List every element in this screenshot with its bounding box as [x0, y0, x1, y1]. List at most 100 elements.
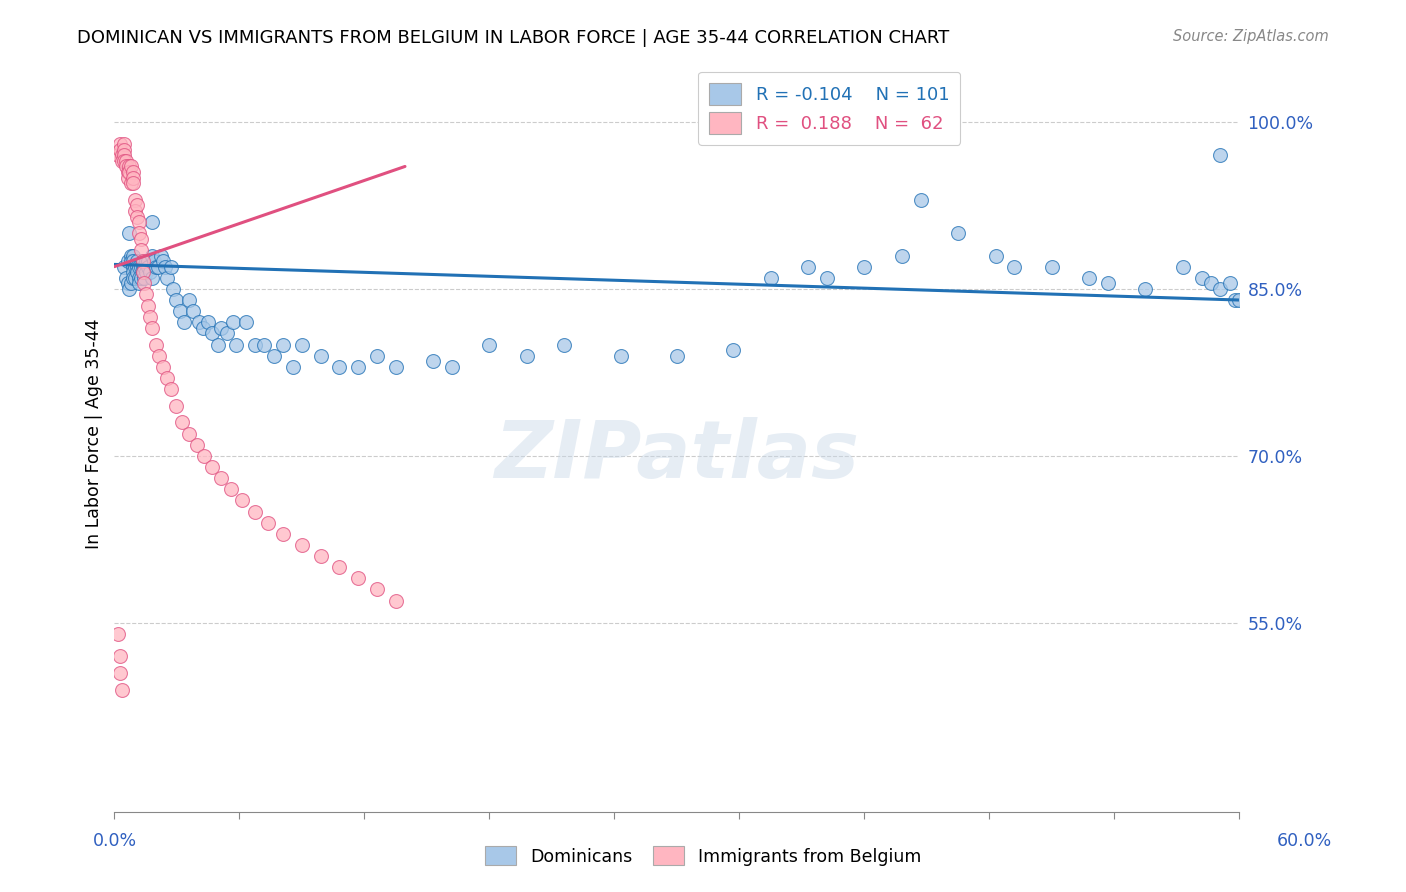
Point	[150, 248, 173, 262]
Point	[117, 277, 139, 291]
Point	[209, 321, 232, 335]
Text: ZIPatlas: ZIPatlas	[495, 417, 859, 495]
Point	[139, 265, 162, 279]
Point	[890, 248, 912, 262]
Point	[384, 593, 406, 607]
Point	[759, 270, 782, 285]
Point	[173, 315, 195, 329]
Point	[910, 193, 932, 207]
Point	[120, 254, 142, 268]
Point	[136, 254, 159, 268]
Point	[156, 371, 179, 385]
Point	[118, 165, 141, 179]
Point	[231, 493, 253, 508]
Point	[131, 265, 153, 279]
Point	[1078, 270, 1101, 285]
Point	[197, 315, 219, 329]
Point	[122, 260, 145, 274]
Point	[984, 248, 1007, 262]
Point	[1209, 148, 1232, 162]
Point	[135, 254, 157, 268]
Point	[1199, 277, 1222, 291]
Point	[165, 399, 187, 413]
Point	[134, 270, 156, 285]
Point	[145, 260, 167, 274]
Point	[117, 170, 139, 185]
Point	[111, 682, 134, 697]
Point	[170, 416, 193, 430]
Point	[118, 160, 141, 174]
Point	[291, 538, 314, 552]
Point	[124, 193, 146, 207]
Point	[124, 270, 146, 285]
Point	[186, 438, 208, 452]
Point	[263, 349, 285, 363]
Point	[209, 471, 232, 485]
Point	[112, 148, 135, 162]
Point	[134, 277, 156, 291]
Point	[179, 426, 201, 441]
Point	[125, 260, 148, 274]
Point	[328, 359, 350, 374]
Point	[153, 260, 176, 274]
Point	[309, 349, 332, 363]
Point	[141, 248, 163, 262]
Point	[112, 143, 135, 157]
Point	[797, 260, 820, 274]
Point	[309, 549, 332, 563]
Point	[148, 349, 170, 363]
Point	[384, 359, 406, 374]
Point	[169, 304, 191, 318]
Point	[111, 153, 134, 168]
Point	[129, 232, 152, 246]
Point	[125, 254, 148, 268]
Point	[117, 254, 139, 268]
Point	[271, 526, 294, 541]
Point	[291, 337, 314, 351]
Point	[1191, 270, 1213, 285]
Point	[253, 337, 276, 351]
Point	[118, 226, 141, 240]
Point	[1135, 282, 1157, 296]
Point	[142, 254, 165, 268]
Point	[120, 277, 142, 291]
Point	[122, 254, 145, 268]
Point	[815, 270, 838, 285]
Point	[478, 337, 501, 351]
Point	[122, 248, 145, 262]
Point	[107, 627, 129, 641]
Point	[553, 337, 575, 351]
Point	[152, 254, 174, 268]
Point	[221, 315, 243, 329]
Point	[235, 315, 257, 329]
Point	[124, 260, 146, 274]
Point	[111, 148, 134, 162]
Point	[422, 354, 444, 368]
Point	[853, 260, 876, 274]
Point	[145, 337, 167, 351]
Point	[1097, 277, 1119, 291]
Point	[125, 210, 148, 224]
Point	[135, 287, 157, 301]
Point	[347, 359, 370, 374]
Point	[191, 321, 214, 335]
Point	[120, 176, 142, 190]
Point	[129, 270, 152, 285]
Point	[114, 270, 136, 285]
Point	[112, 260, 135, 274]
Point	[946, 226, 969, 240]
Point	[225, 337, 247, 351]
Point	[125, 265, 148, 279]
Point	[124, 204, 146, 219]
Point	[108, 143, 131, 157]
Point	[128, 260, 150, 274]
Point	[665, 349, 688, 363]
Point	[114, 153, 136, 168]
Point	[136, 260, 159, 274]
Point	[122, 265, 145, 279]
Point	[141, 215, 163, 229]
Point	[201, 460, 224, 475]
Point	[207, 337, 229, 351]
Point	[117, 165, 139, 179]
Text: 60.0%: 60.0%	[1277, 832, 1333, 850]
